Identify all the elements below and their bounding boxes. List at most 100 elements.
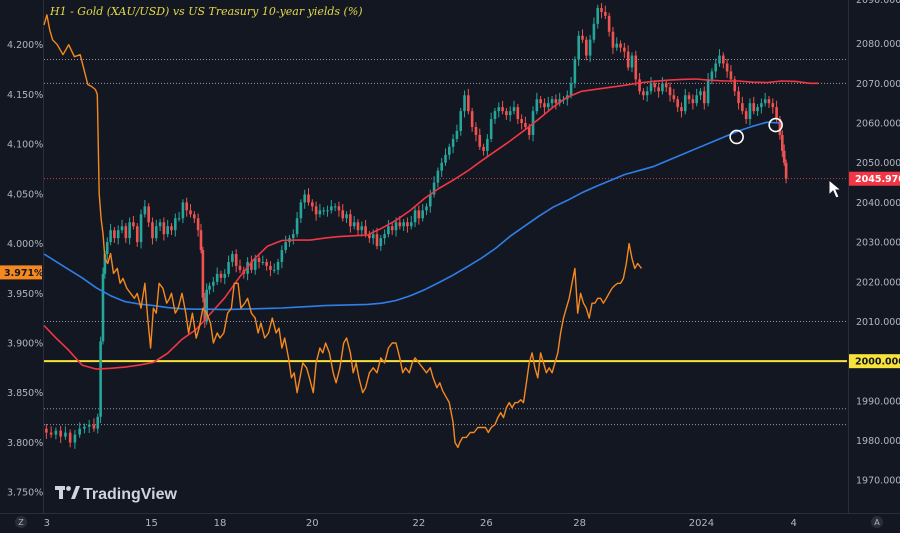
gold-candle — [333, 203, 337, 212]
gold-candle — [406, 217, 409, 233]
candle-body — [379, 238, 383, 247]
time-axis-ticks[interactable]: 3 15 18 20 22 26 28 2024 4 — [44, 518, 797, 529]
right-tick-label: 1990.000 — [856, 396, 900, 407]
gold-candle — [623, 42, 626, 58]
candle-body — [756, 107, 759, 112]
gold-candle — [54, 427, 58, 440]
candle-body — [451, 138, 455, 147]
gold-candle — [695, 88, 698, 107]
gold-candle — [132, 215, 135, 230]
gold-candle — [733, 76, 737, 97]
candle-body — [546, 103, 550, 108]
candle-body — [623, 47, 626, 52]
gold-candle — [615, 37, 619, 51]
candle-body — [402, 222, 405, 227]
candle-body — [166, 226, 169, 235]
candle-body — [295, 218, 299, 235]
candle-body — [467, 95, 470, 112]
gold-candle — [379, 234, 383, 251]
gold-candle — [299, 199, 303, 224]
candle-body — [185, 202, 189, 211]
gold-candle — [691, 94, 695, 110]
candle-body — [132, 222, 135, 227]
left-tick-label: 3.750% — [7, 488, 43, 499]
gold-candle — [668, 82, 672, 102]
gold-candle — [683, 88, 687, 115]
right-tick-label: 2020.000 — [856, 277, 900, 288]
left-axis-ticks[interactable]: 4.200% 4.150% 4.100% 4.050% 4.000% 3.950% 3.90… — [0, 40, 44, 499]
candle-body — [139, 214, 143, 243]
chart-title: H1 - Gold (XAU/USD) vs US Treasury 10-ye… — [49, 5, 363, 18]
candle-body — [558, 99, 561, 104]
gold-candle — [455, 124, 459, 143]
auto-scale-icon[interactable]: A — [871, 516, 883, 528]
candle-body — [653, 83, 657, 88]
candle-body — [92, 424, 96, 429]
yield-value-badge[interactable] — [0, 265, 42, 280]
candle-body — [775, 107, 778, 120]
candle-body — [626, 51, 630, 68]
scale-mode-left-icon[interactable]: Z — [15, 516, 27, 528]
candle-body — [600, 7, 603, 12]
gold-candle — [387, 219, 390, 238]
gold-candle — [409, 215, 413, 230]
gold-candle — [124, 223, 128, 243]
right-axis-ticks[interactable]: 2090.000 2080.000 2070.000 2060.000 2050.000… — [849, 0, 900, 487]
gold-candle — [105, 237, 109, 261]
gold-candle — [135, 223, 139, 247]
candle-body — [223, 273, 227, 278]
candle-body — [554, 99, 558, 104]
candle-body — [257, 257, 261, 262]
candle-body — [543, 103, 546, 108]
candle-body — [782, 150, 786, 163]
right-tick-label: 2050.000 — [856, 158, 900, 169]
candle-body — [212, 281, 215, 286]
gold-candle — [588, 34, 592, 62]
gold-candle — [493, 107, 497, 124]
gold-candle — [413, 207, 417, 228]
left-tick-label: 4.000% — [7, 239, 43, 250]
candle-body — [664, 83, 668, 88]
gold-candle — [459, 107, 463, 136]
gold-candle — [782, 144, 786, 166]
gold-candle — [676, 96, 679, 112]
candle-body — [729, 71, 733, 80]
gold-candle — [436, 167, 440, 188]
candle-body — [763, 99, 767, 104]
candle-body — [280, 250, 284, 262]
candle-body — [356, 222, 360, 231]
candle-body — [113, 230, 116, 239]
candle-body — [516, 107, 520, 120]
gold-candle — [402, 219, 405, 231]
gold-candle — [596, 4, 600, 29]
candle-body — [482, 146, 485, 151]
candle-body — [706, 79, 710, 104]
candle-body — [398, 222, 402, 227]
left-tick-label: 3.950% — [7, 289, 43, 300]
candle-body — [645, 91, 649, 96]
cross-marker-circle[interactable] — [729, 129, 744, 145]
candle-body — [116, 230, 120, 239]
candle-body — [345, 214, 348, 219]
gold-candle — [139, 209, 143, 249]
gold-candle — [219, 270, 223, 283]
gold-candle — [607, 12, 611, 37]
level-2000-badge[interactable] — [849, 354, 900, 369]
watermark-text: TradingView — [83, 486, 178, 503]
candle-body — [535, 99, 539, 112]
gold-candle — [451, 134, 455, 154]
candle-body — [733, 79, 737, 92]
current-price-badge[interactable] — [849, 171, 900, 186]
time-tick-label: 22 — [412, 518, 425, 529]
gold-candle — [440, 157, 443, 178]
gold-candle — [116, 225, 120, 245]
gold-candle — [360, 221, 364, 237]
gold-candle — [215, 267, 219, 285]
level-2000-badge-text: 2000.000 — [855, 357, 900, 368]
cross-marker-circle[interactable] — [768, 117, 783, 133]
gold-candle — [417, 205, 421, 225]
gold-candle — [68, 429, 72, 448]
candle-body — [333, 206, 337, 208]
